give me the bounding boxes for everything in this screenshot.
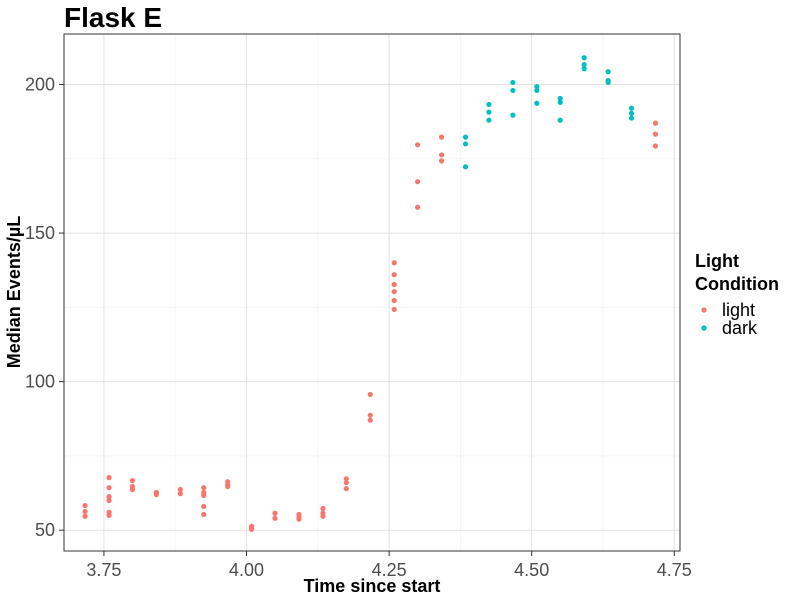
data-point-dark — [462, 134, 469, 140]
data-point-light — [82, 513, 88, 519]
x-tick-label: 4.50 — [514, 560, 549, 580]
data-point-light — [367, 391, 373, 398]
data-point-light — [438, 158, 445, 164]
data-point-light — [201, 492, 207, 499]
data-point-light — [201, 485, 207, 491]
chart-title: Flask E — [64, 2, 162, 33]
y-tick-label: 100 — [25, 372, 55, 392]
y-tick-label: 50 — [35, 520, 55, 540]
x-axis-ticks: 3.75 4.00 4.25 4.50 4.75 — [86, 551, 692, 580]
data-point-dark — [628, 115, 635, 121]
data-point-dark — [510, 87, 516, 94]
data-point-dark — [486, 109, 492, 115]
data-point-light — [153, 491, 159, 498]
data-point-dark — [581, 62, 587, 68]
legend-key-dark — [701, 325, 707, 331]
data-point-dark — [628, 110, 635, 116]
data-point-dark — [581, 55, 587, 61]
data-point-light — [272, 515, 278, 521]
data-point-dark — [628, 105, 635, 111]
x-tick-label: 4.75 — [657, 560, 692, 580]
data-point-light — [320, 513, 326, 519]
data-point-dark — [534, 100, 540, 106]
data-point-dark — [534, 83, 540, 90]
data-point-light — [106, 497, 112, 504]
data-point-light — [652, 143, 659, 149]
data-point-light — [343, 476, 349, 482]
legend-title-line: Light — [695, 251, 739, 271]
data-point-light — [129, 486, 136, 493]
data-point-light — [343, 486, 349, 492]
data-point-light — [367, 417, 373, 423]
legend-label-dark: dark — [722, 318, 758, 338]
legend-key-light — [701, 307, 707, 313]
data-point-light — [106, 512, 112, 518]
data-point-dark — [605, 79, 611, 86]
data-point-light — [391, 289, 397, 295]
data-point-light — [106, 475, 112, 481]
legend-title-line: Condition — [695, 274, 779, 294]
panel-border — [63, 33, 681, 552]
data-point-dark — [557, 117, 563, 123]
x-tick-label: 4.25 — [372, 560, 407, 580]
x-tick-label: 3.75 — [86, 560, 121, 580]
data-point-dark — [581, 66, 587, 72]
data-point-light — [320, 505, 326, 512]
data-point-light — [415, 179, 421, 185]
data-point-dark — [605, 69, 611, 75]
data-point-light — [415, 142, 421, 148]
data-point-dark — [462, 164, 469, 170]
legend-label-light: light — [722, 300, 755, 320]
y-tick-label: 200 — [25, 75, 55, 95]
data-point-light — [82, 502, 88, 509]
data-point-light — [129, 477, 136, 484]
data-point-dark — [510, 112, 516, 118]
data-point-dark — [534, 87, 540, 94]
data-point-light — [391, 272, 397, 278]
data-point-light — [106, 485, 112, 491]
data-point-light — [296, 516, 302, 522]
data-point-light — [177, 491, 183, 497]
grid-major — [64, 34, 680, 551]
data-point-light — [438, 134, 445, 140]
data-point-light — [438, 152, 445, 158]
data-point-light — [391, 297, 397, 304]
y-axis-title: Median Events/µL — [4, 216, 24, 368]
data-point-light — [415, 204, 421, 210]
data-point-light — [367, 412, 373, 418]
data-point-light — [249, 526, 255, 532]
data-point-light — [106, 494, 112, 500]
data-point-dark — [462, 141, 469, 147]
data-point-light — [177, 486, 183, 493]
y-axis-ticks: 50 100 150 200 — [25, 75, 64, 540]
data-point-light — [652, 131, 659, 137]
data-point-light — [652, 120, 659, 126]
data-point-dark — [486, 117, 492, 123]
data-point-light — [391, 260, 397, 266]
data-point-dark — [510, 79, 516, 86]
x-tick-label: 4.00 — [229, 560, 264, 580]
data-point-light — [343, 480, 349, 486]
grid-minor — [64, 34, 680, 551]
data-point-light — [391, 306, 397, 313]
x-axis-title: Time since start — [304, 576, 441, 596]
data-points — [82, 55, 659, 532]
data-point-dark — [486, 101, 492, 108]
legend-title: Light Condition — [695, 251, 779, 294]
data-point-light — [201, 511, 207, 518]
data-point-light — [82, 508, 88, 515]
data-point-light — [201, 503, 207, 510]
data-point-dark — [557, 99, 563, 105]
data-point-light — [225, 483, 231, 490]
data-point-light — [391, 281, 397, 288]
y-tick-label: 150 — [25, 223, 55, 243]
data-point-light — [272, 510, 278, 516]
data-point-dark — [557, 95, 563, 102]
